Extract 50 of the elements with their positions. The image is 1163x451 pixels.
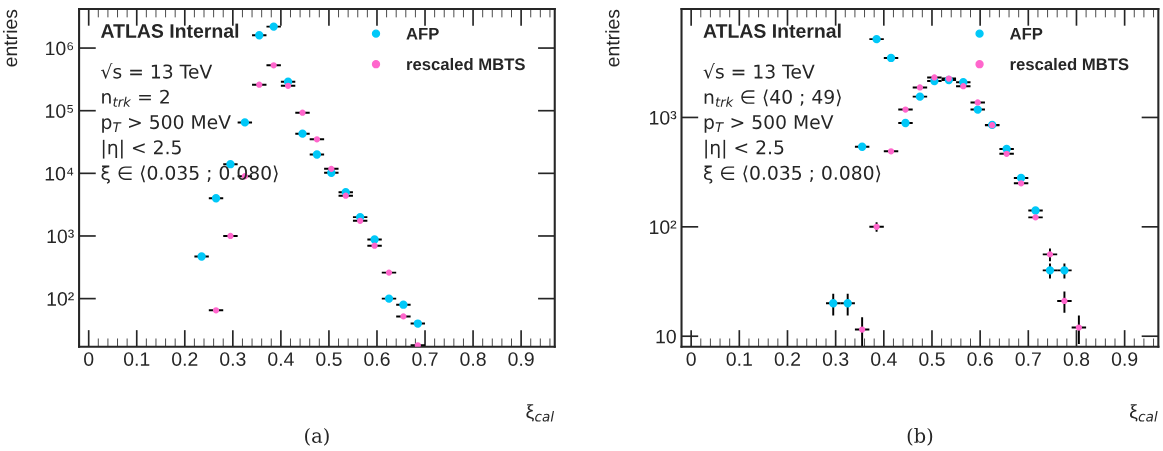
y-tick-label: 10⁵ bbox=[46, 104, 74, 118]
y-tick-label: 10 bbox=[656, 329, 676, 344]
x-tick-label: 0.8 bbox=[1063, 352, 1090, 366]
x-tick-label: 0.9 bbox=[1111, 352, 1138, 366]
y-tick-label: 10⁴ bbox=[45, 166, 74, 181]
y-axis-title: entries bbox=[605, 9, 620, 67]
annotation: |η| < 2.5 bbox=[705, 139, 784, 159]
x-tick-label: 0.9 bbox=[508, 352, 534, 366]
legend-label: AFP bbox=[1009, 28, 1043, 40]
x-tick-label: 0.5 bbox=[919, 352, 945, 366]
annotation: n$_{trk}$ = 2 bbox=[102, 89, 169, 107]
x-tick-label: 0.2 bbox=[172, 352, 198, 366]
x-tick-label: 0.7 bbox=[412, 352, 438, 366]
annotation: ATLAS Internal bbox=[703, 23, 841, 38]
x-tick-label: 0.7 bbox=[1015, 352, 1041, 366]
y-tick-label: 10³ bbox=[650, 110, 677, 125]
annotation: n$_{trk}$ ∈ ⟨40 ; 49⟩ bbox=[704, 89, 841, 107]
x-tick-label: 0.3 bbox=[822, 352, 849, 366]
annotation: p$_{T}$ > 500 MeV bbox=[102, 114, 231, 133]
x-tick-label: 0 bbox=[686, 352, 696, 366]
annotation: |η| < 2.5 bbox=[102, 139, 181, 159]
annotation: √s = 13 TeV bbox=[101, 63, 213, 79]
annotation: ξ ∈ ⟨0.035 ; 0.080⟩ bbox=[101, 165, 278, 184]
text: (b) bbox=[907, 427, 933, 446]
y-axis-title: entries bbox=[2, 9, 18, 67]
y-tick-label: 10² bbox=[47, 292, 74, 306]
x-tick-label: 0.1 bbox=[123, 352, 150, 366]
x-axis-title: ξ$_{cal}$ bbox=[1130, 404, 1158, 422]
x-tick-label: 0.3 bbox=[220, 352, 246, 366]
legend-label: rescaled MBTS bbox=[407, 57, 525, 71]
legend-label: rescaled MBTS bbox=[1010, 57, 1129, 71]
x-tick-label: 0.2 bbox=[774, 352, 801, 366]
y-tick-label: 10³ bbox=[47, 229, 74, 244]
x-tick-label: 0.5 bbox=[316, 352, 342, 366]
text: (a) bbox=[305, 427, 329, 446]
annotation: p$_{T}$ > 500 MeV bbox=[704, 114, 834, 133]
annotation: ATLAS Internal bbox=[100, 23, 239, 38]
x-tick-label: 0.6 bbox=[364, 352, 390, 366]
legend-label: AFP bbox=[406, 28, 439, 40]
y-tick-label: 10² bbox=[650, 220, 677, 235]
x-tick-label: 0.4 bbox=[871, 352, 897, 366]
x-tick-label: 0.1 bbox=[726, 352, 752, 366]
x-axis-title: ξ$_{cal}$ bbox=[526, 404, 555, 422]
annotation: ξ ∈ ⟨0.035 ; 0.080⟩ bbox=[703, 165, 881, 184]
annotation: √s = 13 TeV bbox=[703, 63, 815, 79]
x-tick-label: 0.8 bbox=[460, 352, 486, 366]
y-tick-label: 10⁶ bbox=[46, 41, 74, 56]
x-tick-label: 0.6 bbox=[967, 352, 993, 366]
x-tick-label: 0 bbox=[84, 352, 94, 366]
x-tick-label: 0.4 bbox=[268, 352, 294, 366]
